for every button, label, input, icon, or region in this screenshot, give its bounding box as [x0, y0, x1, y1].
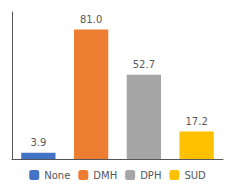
- svg-text:SUD: SUD: [184, 170, 206, 181]
- svg-text:DPH: DPH: [140, 170, 161, 181]
- svg-text:DMH: DMH: [93, 170, 117, 181]
- svg-text:81.0: 81.0: [80, 14, 102, 25]
- svg-text:52.7: 52.7: [133, 59, 155, 70]
- svg-text:None: None: [44, 170, 70, 181]
- svg-text:3.9: 3.9: [30, 137, 46, 148]
- svg-text:17.2: 17.2: [185, 116, 207, 127]
